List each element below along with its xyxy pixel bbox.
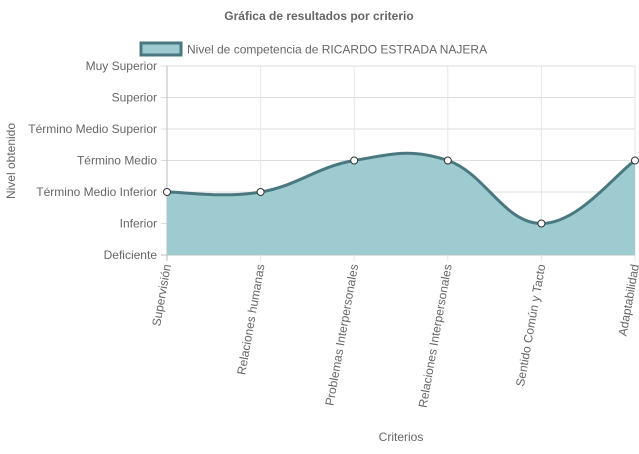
data-point [350, 156, 359, 165]
legend-swatch [139, 41, 183, 57]
x-axis-title: Criterios [379, 430, 424, 444]
x-tick-label: Relaciones humanas [234, 263, 267, 376]
series-layer [163, 151, 639, 255]
chart-title: Gráfica de resultados por criterio [224, 9, 413, 23]
x-tick-label: Sentido Común y Tacto [513, 263, 548, 388]
data-point [537, 219, 546, 228]
chart-legend[interactable]: Nivel de competencia de RICARDO ESTRADA … [139, 41, 487, 57]
y-tick-label: Inferior [120, 217, 157, 231]
y-tick-label: Muy Superior [86, 59, 157, 73]
y-tick-label: Término Medio Inferior [36, 185, 157, 199]
y-axis-title: Nivel obtenido [4, 123, 18, 199]
data-point [443, 156, 452, 165]
data-point [631, 156, 639, 165]
x-tick-label: Problemas Interpersonales [322, 263, 361, 407]
x-tick-label: Supervisión [149, 263, 174, 327]
y-axis-ticks: Deficiente Inferior Término Medio Inferior… [28, 59, 157, 262]
x-axis-ticks: Supervisión Relaciones humanas Problemas I… [149, 263, 639, 409]
y-tick-label: Deficiente [104, 248, 158, 262]
x-tick-label: Relaciones Interpersonales [416, 263, 455, 409]
data-point [256, 188, 265, 196]
legend-label: Nivel de competencia de RICARDO ESTRADA … [187, 43, 487, 57]
y-tick-label: Término Medio Superior [28, 122, 157, 136]
x-tick-label: Adaptabilidad [616, 263, 639, 337]
data-point [163, 188, 171, 196]
y-tick-label: Superior [112, 91, 157, 105]
series-area-fill [167, 153, 635, 255]
y-tick-label: Término Medio [77, 154, 157, 168]
